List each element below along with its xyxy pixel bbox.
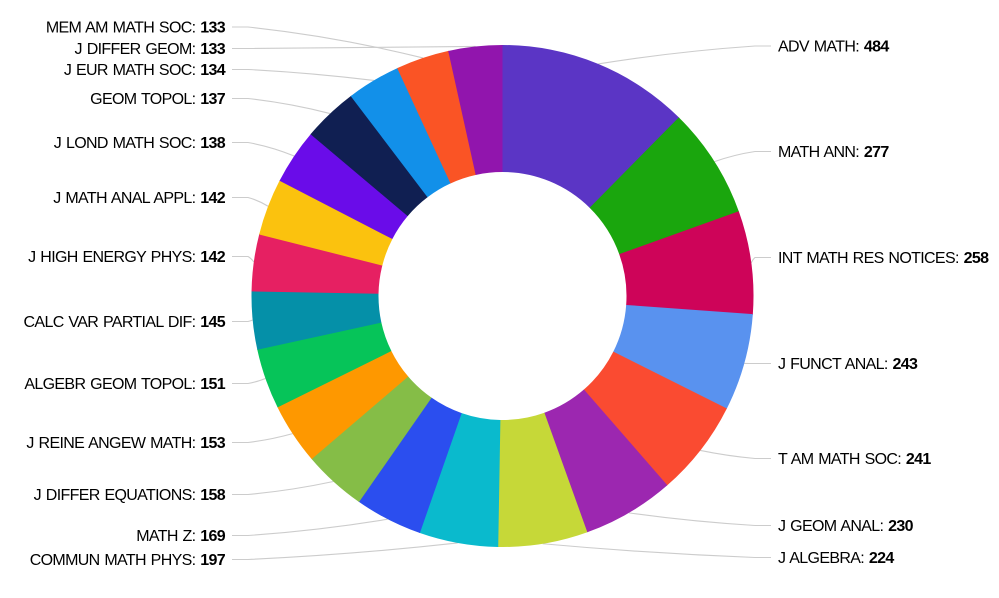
svg-text:ALGEBR GEOM TOPOL: 151: ALGEBR GEOM TOPOL: 151 [24, 376, 225, 393]
svg-text:ADV MATH: 484: ADV MATH: 484 [778, 39, 889, 56]
svg-text:J MATH ANAL APPL: 142: J MATH ANAL APPL: 142 [53, 190, 226, 207]
svg-text:J HIGH ENERGY PHYS: 142: J HIGH ENERGY PHYS: 142 [28, 249, 226, 266]
svg-text:J ALGEBRA: 224: J ALGEBRA: 224 [778, 550, 894, 567]
svg-text:J DIFFER GEOM: 133: J DIFFER GEOM: 133 [75, 41, 226, 58]
svg-text:MATH ANN: 277: MATH ANN: 277 [778, 144, 889, 161]
svg-text:T AM MATH SOC: 241: T AM MATH SOC: 241 [778, 451, 931, 468]
svg-text:J DIFFER EQUATIONS: 158: J DIFFER EQUATIONS: 158 [34, 487, 226, 504]
svg-text:J FUNCT ANAL: 243: J FUNCT ANAL: 243 [778, 356, 918, 373]
svg-text:COMMUN MATH PHYS: 197: COMMUN MATH PHYS: 197 [30, 552, 226, 569]
svg-text:GEOM TOPOL: 137: GEOM TOPOL: 137 [90, 91, 226, 108]
svg-text:J EUR MATH SOC: 134: J EUR MATH SOC: 134 [64, 62, 226, 79]
svg-text:MATH Z: 169: MATH Z: 169 [136, 528, 226, 545]
svg-text:J LOND MATH SOC: 138: J LOND MATH SOC: 138 [54, 135, 226, 152]
svg-text:INT MATH RES NOTICES: 258: INT MATH RES NOTICES: 258 [778, 250, 989, 267]
svg-text:J GEOM ANAL: 230: J GEOM ANAL: 230 [778, 518, 914, 535]
svg-text:MEM AM MATH SOC: 133: MEM AM MATH SOC: 133 [46, 20, 226, 37]
svg-text:J REINE ANGEW MATH: 153: J REINE ANGEW MATH: 153 [26, 435, 225, 452]
svg-text:CALC VAR PARTIAL DIF: 145: CALC VAR PARTIAL DIF: 145 [24, 314, 226, 331]
